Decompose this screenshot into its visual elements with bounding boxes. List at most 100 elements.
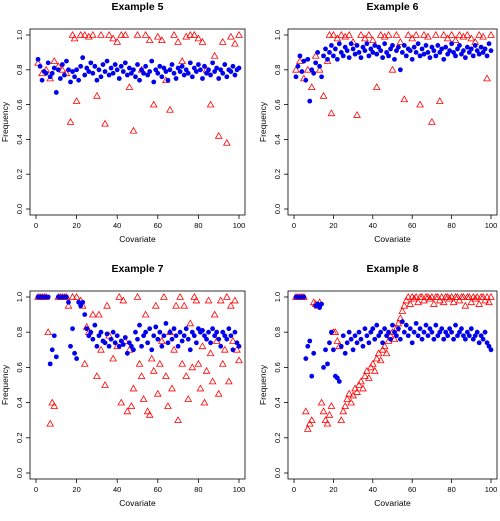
data-point-triangle [147,354,156,362]
data-point-triangle [315,65,324,73]
data-point-dot [439,326,445,332]
data-point-triangle [214,389,223,397]
data-point-triangle [210,310,219,318]
data-point-triangle [327,109,336,117]
data-point-triangle [109,34,118,42]
data-point-triangle [455,296,464,304]
data-point-dot [187,347,193,353]
x-tick-label: 40 [369,221,377,230]
data-point-dot [126,340,132,346]
data-point-dot [122,60,128,66]
data-point-dot [417,326,423,332]
data-point-triangle [408,34,417,42]
data-point-dot [319,74,324,80]
data-point-dot [380,340,386,346]
data-point-dot [236,343,242,349]
data-point-dot [461,48,466,54]
data-point-dot [488,48,494,54]
data-point-dot [435,43,441,48]
data-point-dot [346,329,352,335]
data-point-dot [332,46,338,52]
data-point-triangle [429,300,438,307]
data-point-dot [143,329,149,335]
data-point-triangle [463,30,472,38]
data-point-dot [157,63,163,69]
data-point-triangle [200,398,209,406]
data-point-triangle [218,37,227,45]
data-point-dot [301,58,307,64]
x-tick-label: 60 [154,485,162,494]
x-axis-label: Covariate [119,498,156,508]
data-point-dot [102,340,108,346]
data-point-dot [378,329,384,335]
data-point-dot [55,67,61,73]
data-point-triangle [311,51,320,59]
data-point-dot [143,63,149,69]
data-point-dot [390,322,395,328]
y-tick-label: 0.8 [15,327,24,337]
data-point-dot [433,322,439,328]
data-point-triangle [50,57,59,64]
data-point-triangle [72,292,81,300]
y-tick-label: 0.6 [15,99,24,109]
data-point-dot [135,336,140,342]
data-point-dot [189,329,195,335]
y-tick-label: 0.8 [273,65,282,75]
data-point-triangle [109,354,118,362]
data-point-dot [329,43,334,48]
chart-panel-2: Example 6 Covariate Frequency 0 20 40 60 80 100 0… [258,1,498,244]
data-point-dot [159,343,165,349]
data-point-dot [196,62,201,67]
data-point-triangle [103,301,111,309]
data-point-triangle [459,292,468,300]
data-point-dot [234,340,240,346]
data-point-triangle [190,30,199,38]
data-point-triangle [353,388,361,395]
data-point-dot [431,48,437,54]
data-point-dot [236,65,242,71]
data-point-triangle [129,126,138,134]
data-point-triangle [426,294,434,302]
data-point-dot [210,326,216,332]
data-point-triangle [192,296,201,304]
data-point-triangle [303,424,312,432]
data-point-triangle [121,30,130,38]
x-axis-label: Covariate [119,234,156,244]
data-point-triangle [431,30,440,38]
data-point-triangle [224,377,233,385]
x-tick-label: 80 [194,485,202,494]
data-point-triangle [305,419,314,427]
data-point-dot [78,303,84,309]
data-point-dot [133,329,138,335]
data-point-dot [68,79,73,85]
data-point-triangle [364,373,373,381]
x-tick-label: 0 [34,221,38,230]
data-point-dot [439,46,445,52]
data-point-dot [108,336,114,342]
data-point-triangle [345,389,354,397]
data-point-dot [394,48,399,54]
data-point-triangle [135,359,144,367]
data-point-triangle [210,51,219,59]
data-point-dot [139,343,144,349]
data-point-triangle [388,65,397,73]
data-point-triangle [461,301,470,309]
triangle-series [292,30,495,125]
data-point-dot [399,50,405,55]
data-point-triangle [186,319,195,327]
x-tick-label: 0 [34,485,38,494]
data-point-dot [376,44,382,50]
data-point-triangle [384,30,393,38]
plot-frame [287,28,498,216]
data-point-dot [43,70,49,76]
data-point-triangle [447,30,456,38]
data-point-triangle [382,349,391,357]
data-point-dot [92,63,98,69]
data-point-dot [451,50,456,55]
data-point-dot [307,98,313,104]
data-point-triangle [166,105,174,113]
data-point-dot [411,44,417,50]
chart-title: Example 5 [112,1,164,13]
data-point-dot [476,51,482,57]
data-point-dot [358,55,364,61]
